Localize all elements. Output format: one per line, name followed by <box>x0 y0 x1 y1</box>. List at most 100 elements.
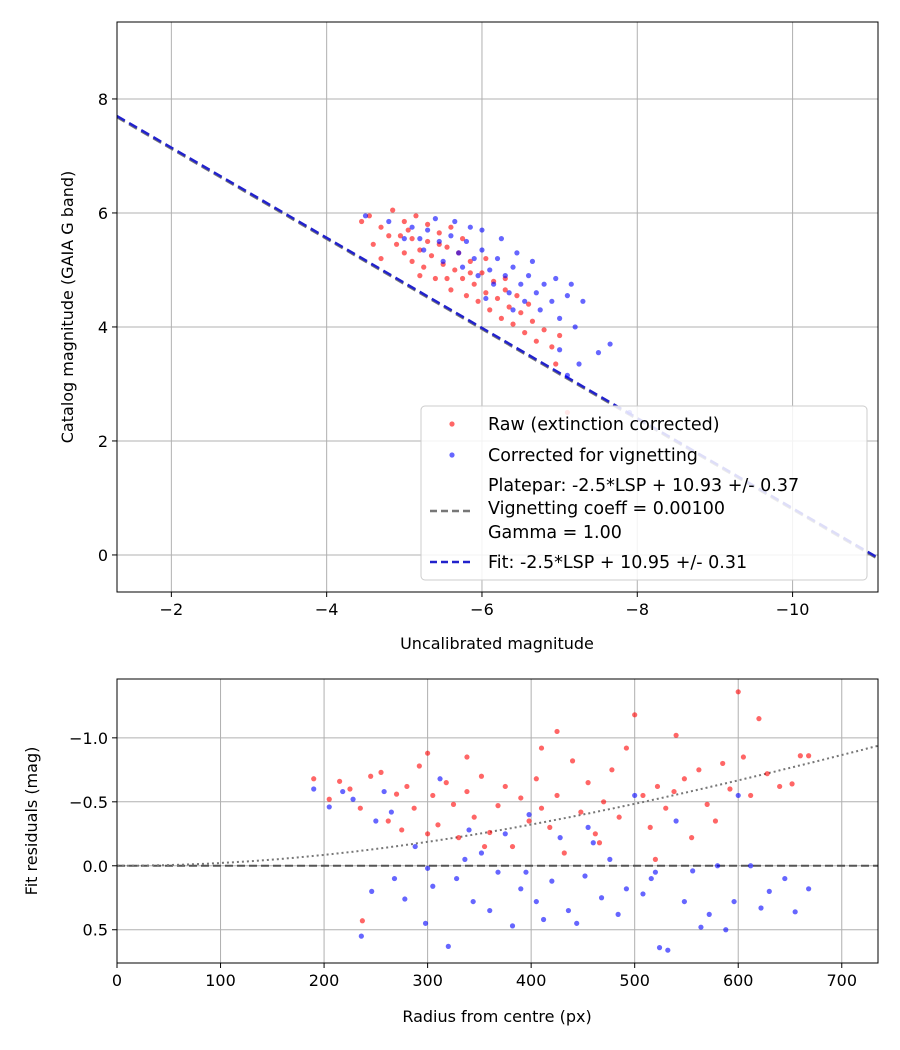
y-tick-label: 0.0 <box>83 857 108 876</box>
data-point <box>647 824 653 830</box>
data-point <box>696 767 702 773</box>
y-tick-label: 2 <box>98 432 108 451</box>
data-point <box>495 869 501 875</box>
data-point <box>564 293 570 299</box>
data-point <box>386 233 392 239</box>
data-point <box>654 783 661 790</box>
data-point <box>494 255 501 262</box>
data-point <box>405 227 411 233</box>
data-point <box>417 236 423 242</box>
data-point <box>463 238 470 245</box>
legend: Raw (extinction corrected) Corrected for… <box>420 405 868 581</box>
data-point <box>417 273 423 279</box>
data-point <box>444 244 450 250</box>
data-point <box>478 773 485 779</box>
data-point <box>498 236 504 242</box>
x-tick-label: −8 <box>625 600 649 619</box>
top-plot-frame <box>116 21 879 593</box>
data-point <box>510 321 516 327</box>
data-point <box>704 801 710 807</box>
data-point <box>652 856 658 862</box>
data-point <box>487 907 493 914</box>
data-point <box>402 896 408 902</box>
data-point <box>598 895 605 901</box>
data-point <box>553 275 559 282</box>
data-point <box>463 293 470 299</box>
data-point <box>397 233 404 239</box>
data-point <box>690 868 696 874</box>
data-point <box>735 689 741 695</box>
data-point <box>452 218 458 225</box>
data-point <box>523 869 529 875</box>
data-point <box>391 875 398 882</box>
data-point <box>509 843 516 850</box>
data-point <box>428 253 435 259</box>
data-point <box>740 754 747 760</box>
x-tick-label: −10 <box>776 600 810 619</box>
data-point <box>378 255 384 262</box>
bottom-x-axis-label: Radius from centre (px) <box>402 1007 591 1026</box>
data-point <box>337 778 343 784</box>
data-point <box>311 786 317 792</box>
x-tick-label: 400 <box>516 971 547 990</box>
data-point <box>467 258 473 264</box>
data-point <box>714 863 721 869</box>
data-point <box>435 822 441 828</box>
data-point <box>432 275 438 282</box>
data-point <box>487 307 493 313</box>
data-point <box>340 788 346 795</box>
data-point <box>393 791 400 797</box>
data-point <box>585 780 591 786</box>
data-point <box>540 916 547 923</box>
data-point <box>756 716 762 722</box>
data-point <box>448 233 454 239</box>
data-point <box>510 264 516 270</box>
data-point <box>436 238 442 245</box>
top-x-ticks: −2 −4 −6 −8 −10 <box>160 592 810 619</box>
data-point <box>735 792 741 799</box>
data-point <box>479 227 485 233</box>
data-point <box>436 230 442 236</box>
data-point <box>509 923 516 929</box>
data-point <box>502 783 508 790</box>
data-point <box>326 804 332 810</box>
data-point <box>549 344 555 350</box>
data-point <box>518 310 524 316</box>
bottom-x-ticks: 0 100 200 300 400 500 600 700 <box>112 963 857 990</box>
x-tick-label: 0 <box>112 971 122 990</box>
y-tick-label: −1.0 <box>69 729 108 748</box>
data-point <box>401 236 407 242</box>
x-tick-label: 700 <box>826 971 857 990</box>
data-point <box>359 918 365 924</box>
data-point <box>404 783 410 790</box>
data-point <box>487 829 493 836</box>
data-point <box>388 809 394 815</box>
data-point <box>582 873 588 879</box>
data-point <box>425 831 431 837</box>
data-point <box>462 856 468 862</box>
y-tick-label: 0 <box>98 546 108 565</box>
data-point <box>421 247 427 253</box>
data-point <box>421 264 427 270</box>
data-point <box>526 818 532 824</box>
data-point <box>443 780 449 786</box>
data-point <box>652 869 658 875</box>
data-point <box>529 258 536 264</box>
data-point <box>616 814 622 820</box>
data-point <box>554 792 560 799</box>
data-point <box>727 786 733 792</box>
data-point <box>632 792 638 799</box>
data-point <box>557 347 563 353</box>
data-point <box>764 771 770 777</box>
vignetting-curve <box>117 744 878 867</box>
data-point <box>568 281 574 287</box>
data-point <box>537 307 543 313</box>
data-point <box>632 712 638 718</box>
data-point <box>467 270 473 276</box>
data-point <box>533 776 539 782</box>
data-point <box>689 835 695 841</box>
data-point <box>466 827 472 833</box>
data-point <box>483 255 489 262</box>
data-point <box>541 281 547 287</box>
data-point <box>564 372 570 378</box>
